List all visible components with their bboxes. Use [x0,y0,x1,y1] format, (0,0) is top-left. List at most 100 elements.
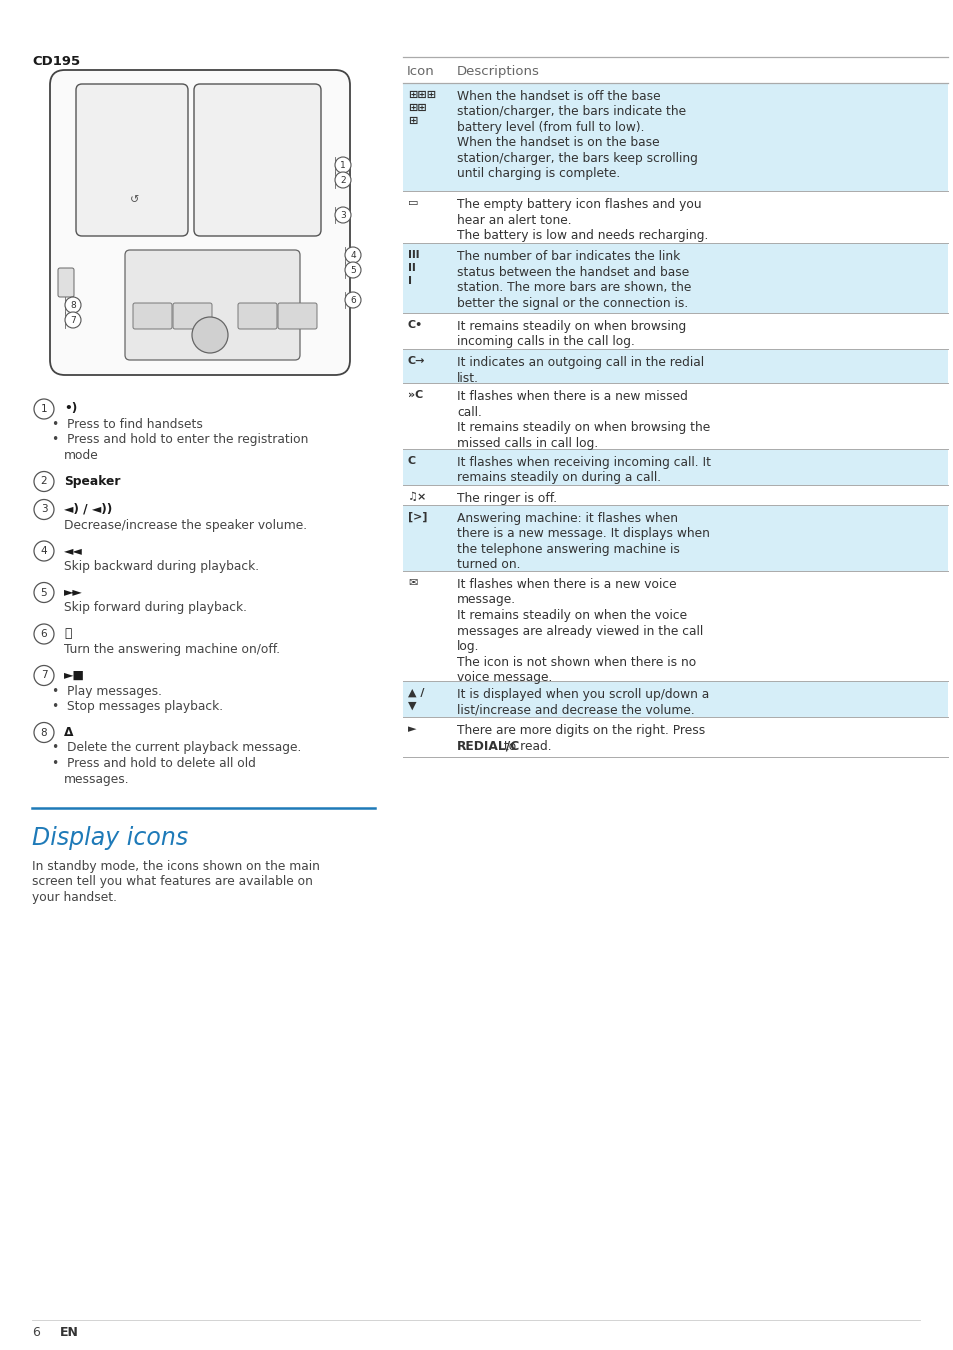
Circle shape [335,207,351,223]
Text: REDIAL/C: REDIAL/C [456,740,519,752]
Text: ►■: ►■ [64,668,85,682]
FancyBboxPatch shape [76,84,188,236]
Text: There are more digits on the right. Press: There are more digits on the right. Pres… [456,724,704,737]
Text: It flashes when receiving incoming call. It: It flashes when receiving incoming call.… [456,456,710,468]
Text: •  Delete the current playback message.: • Delete the current playback message. [52,741,301,755]
Text: message.: message. [456,594,516,606]
Text: Speaker: Speaker [64,474,120,487]
FancyBboxPatch shape [50,70,350,375]
Text: It remains steadily on when browsing: It remains steadily on when browsing [456,320,685,333]
Circle shape [34,500,54,520]
Text: The ringer is off.: The ringer is off. [456,491,557,505]
Text: CD195: CD195 [32,55,80,68]
Text: mode: mode [64,450,99,462]
Text: EN: EN [60,1326,79,1339]
Text: 8: 8 [71,301,76,310]
Text: station. The more bars are shown, the: station. The more bars are shown, the [456,281,691,294]
Bar [402,450,947,485]
Circle shape [34,541,54,562]
Text: station/charger, the bars keep scrolling: station/charger, the bars keep scrolling [456,153,698,165]
Text: When the handset is off the base: When the handset is off the base [456,90,659,103]
Text: the telephone answering machine is: the telephone answering machine is [456,543,679,556]
Text: 6: 6 [41,629,48,639]
Text: C→: C→ [408,356,425,366]
Text: ▭: ▭ [408,198,418,208]
Text: missed calls in call log.: missed calls in call log. [456,436,598,450]
Bar [402,82,947,190]
Text: Skip backward during playback.: Skip backward during playback. [64,560,259,572]
Text: incoming calls in the call log.: incoming calls in the call log. [456,336,634,348]
Text: ✉: ✉ [408,578,416,589]
Text: •  Press to find handsets: • Press to find handsets [52,418,203,431]
Text: ►►: ►► [64,586,83,598]
Text: It flashes when there is a new missed: It flashes when there is a new missed [456,390,687,404]
Text: 6: 6 [32,1326,40,1339]
Text: The icon is not shown when there is no: The icon is not shown when there is no [456,656,696,668]
Text: It flashes when there is a new voice: It flashes when there is a new voice [456,578,676,591]
Text: Skip forward during playback.: Skip forward during playback. [64,602,247,614]
Text: Decrease/increase the speaker volume.: Decrease/increase the speaker volume. [64,518,307,532]
Text: 1: 1 [41,404,48,414]
Text: 3: 3 [340,211,346,220]
Text: Descriptions: Descriptions [456,65,539,78]
Text: list/increase and decrease the volume.: list/increase and decrease the volume. [456,703,694,717]
Text: ▼: ▼ [408,701,416,711]
Text: •  Press and hold to delete all old: • Press and hold to delete all old [52,757,255,769]
Text: 4: 4 [350,251,355,261]
Text: ♫×: ♫× [408,491,427,502]
Bar [402,680,947,717]
Text: there is a new message. It displays when: there is a new message. It displays when [456,528,709,540]
Text: 5: 5 [350,266,355,275]
Text: Il: Il [408,263,416,273]
Text: When the handset is on the base: When the handset is on the base [456,136,659,150]
Text: ▲ /: ▲ / [408,688,424,698]
FancyBboxPatch shape [132,302,172,329]
Text: ◄◄: ◄◄ [64,544,83,558]
FancyBboxPatch shape [58,269,74,297]
Circle shape [335,171,351,188]
Circle shape [34,582,54,602]
Text: call.: call. [456,405,481,418]
Text: The empty battery icon flashes and you: The empty battery icon flashes and you [456,198,700,211]
Text: ⊞⊞: ⊞⊞ [408,103,426,113]
Circle shape [34,624,54,644]
Text: ►: ► [408,724,416,734]
Circle shape [65,312,81,328]
Text: screen tell you what features are available on: screen tell you what features are availa… [32,876,313,888]
Text: status between the handset and base: status between the handset and base [456,266,688,278]
Circle shape [192,317,228,352]
Text: Answering machine: it flashes when: Answering machine: it flashes when [456,512,678,525]
FancyBboxPatch shape [237,302,276,329]
Text: [>]: [>] [408,512,427,522]
Bar [402,505,947,571]
Bar [402,350,947,383]
Circle shape [335,157,351,173]
Text: It remains steadily on when the voice: It remains steadily on when the voice [456,609,686,622]
Text: remains steadily on during a call.: remains steadily on during a call. [456,471,660,485]
FancyBboxPatch shape [277,302,316,329]
Text: ◄) / ◄)): ◄) / ◄)) [64,502,112,516]
Text: I: I [408,275,412,286]
Text: 3: 3 [41,505,48,514]
Text: 7: 7 [41,671,48,680]
Circle shape [345,292,360,308]
Text: 8: 8 [41,728,48,737]
Text: It indicates an outgoing call in the redial: It indicates an outgoing call in the red… [456,356,703,369]
Circle shape [34,400,54,418]
Text: your handset.: your handset. [32,891,117,904]
Circle shape [345,247,360,263]
Text: Δ: Δ [64,725,73,738]
Text: 5: 5 [41,587,48,598]
Text: •  Press and hold to enter the registration: • Press and hold to enter the registrati… [52,433,308,447]
Text: •  Stop messages playback.: • Stop messages playback. [52,701,223,713]
Text: 4: 4 [41,545,48,556]
Text: turned on.: turned on. [456,559,520,571]
Text: The battery is low and needs recharging.: The battery is low and needs recharging. [456,230,708,242]
Circle shape [65,297,81,313]
Circle shape [345,262,360,278]
Text: ⊞⊞⊞: ⊞⊞⊞ [408,90,436,100]
Text: Ill: Ill [408,250,419,261]
Text: •): •) [64,402,77,414]
Text: »C: »C [408,390,423,400]
Text: 1: 1 [340,161,346,170]
